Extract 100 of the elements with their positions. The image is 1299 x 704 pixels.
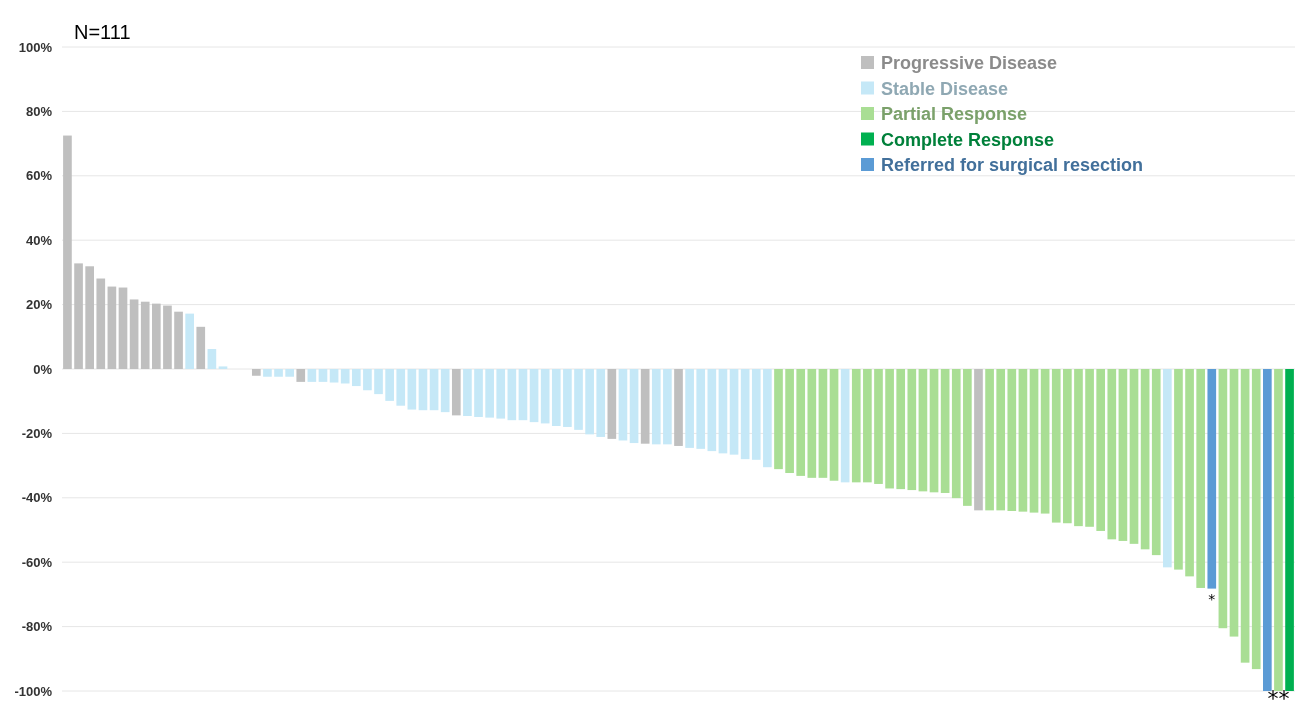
bar (218, 366, 228, 369)
bar (851, 369, 861, 483)
bar (274, 369, 283, 377)
bar (618, 369, 628, 441)
bar (1174, 369, 1183, 570)
y-tick-label: 100% (18, 39, 53, 55)
bar (918, 369, 928, 492)
bar (907, 369, 917, 491)
bar (1207, 369, 1217, 589)
bar (529, 369, 539, 423)
bar (863, 369, 872, 483)
bar (1240, 369, 1250, 663)
y-tick-label: -100% (14, 683, 53, 699)
bar (1007, 369, 1017, 511)
bar (1229, 369, 1239, 637)
bar (485, 369, 494, 418)
bar (351, 369, 361, 387)
bar (296, 369, 306, 382)
bar (407, 369, 417, 410)
bar (563, 369, 572, 427)
bar (963, 369, 972, 506)
bar (1029, 369, 1039, 513)
bar (1040, 369, 1050, 514)
bar (940, 369, 950, 493)
y-tick-label: 40% (25, 232, 53, 248)
bar (885, 369, 894, 489)
bar (418, 369, 428, 411)
y-tick-label: 20% (25, 297, 53, 313)
bar (696, 369, 706, 449)
bar (251, 369, 261, 376)
bar (1285, 369, 1294, 691)
bar (818, 369, 828, 478)
bar (763, 369, 772, 468)
bar (385, 369, 394, 401)
bar (729, 369, 739, 455)
bar (1074, 369, 1083, 527)
bar (685, 369, 694, 448)
bar (551, 369, 561, 426)
y-tick-label: -80% (21, 619, 53, 635)
bar (1085, 369, 1094, 527)
bar (1251, 369, 1261, 670)
bar (329, 369, 339, 383)
bar (363, 369, 372, 391)
bar (96, 278, 106, 369)
legend-label: Partial Response (881, 104, 1028, 124)
bar (785, 369, 794, 474)
bar (263, 369, 272, 377)
annotation: ** (1267, 686, 1290, 704)
bar (674, 369, 683, 446)
bar (874, 369, 883, 484)
bar (1196, 369, 1206, 588)
bar (163, 305, 172, 369)
bar (585, 369, 594, 435)
bar (1140, 369, 1150, 550)
bar (1263, 369, 1272, 691)
bar (1129, 369, 1139, 544)
y-tick-label: 80% (25, 103, 53, 119)
bar (829, 369, 839, 481)
bar (207, 349, 217, 369)
bar (596, 369, 606, 437)
bar (140, 301, 150, 369)
bar (429, 369, 439, 411)
bar (774, 369, 783, 470)
bar (451, 369, 461, 416)
bar (340, 369, 350, 384)
bar (1118, 369, 1128, 541)
bar (540, 369, 550, 424)
bar (496, 369, 506, 419)
bar (1274, 369, 1283, 691)
bar (1163, 369, 1172, 568)
bar (118, 287, 128, 369)
bar (507, 369, 517, 421)
bar (751, 369, 761, 460)
bar (196, 326, 206, 369)
bar (1096, 369, 1106, 531)
bar (740, 369, 750, 460)
bar (796, 369, 806, 476)
bar (374, 369, 383, 395)
text: N=111 (74, 21, 131, 43)
bar (840, 369, 850, 483)
bar (1185, 369, 1194, 577)
bar (318, 369, 328, 382)
bar (396, 369, 406, 406)
bar (663, 369, 672, 445)
bar (807, 369, 817, 478)
bar (640, 369, 650, 444)
bar (1107, 369, 1117, 540)
bar (174, 311, 183, 369)
bar (85, 266, 94, 369)
bar (74, 263, 83, 369)
legend-label: Referred for surgical resection (881, 155, 1144, 175)
bar (474, 369, 483, 417)
bar (896, 369, 906, 490)
bar (185, 313, 194, 369)
legend-label: Progressive Disease (881, 53, 1058, 73)
bar (307, 369, 317, 382)
bar (285, 369, 294, 377)
y-tick-label: -40% (21, 490, 53, 506)
bar (651, 369, 661, 445)
bar (463, 369, 472, 417)
